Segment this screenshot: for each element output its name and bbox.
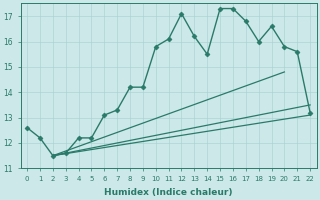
X-axis label: Humidex (Indice chaleur): Humidex (Indice chaleur) (104, 188, 233, 197)
